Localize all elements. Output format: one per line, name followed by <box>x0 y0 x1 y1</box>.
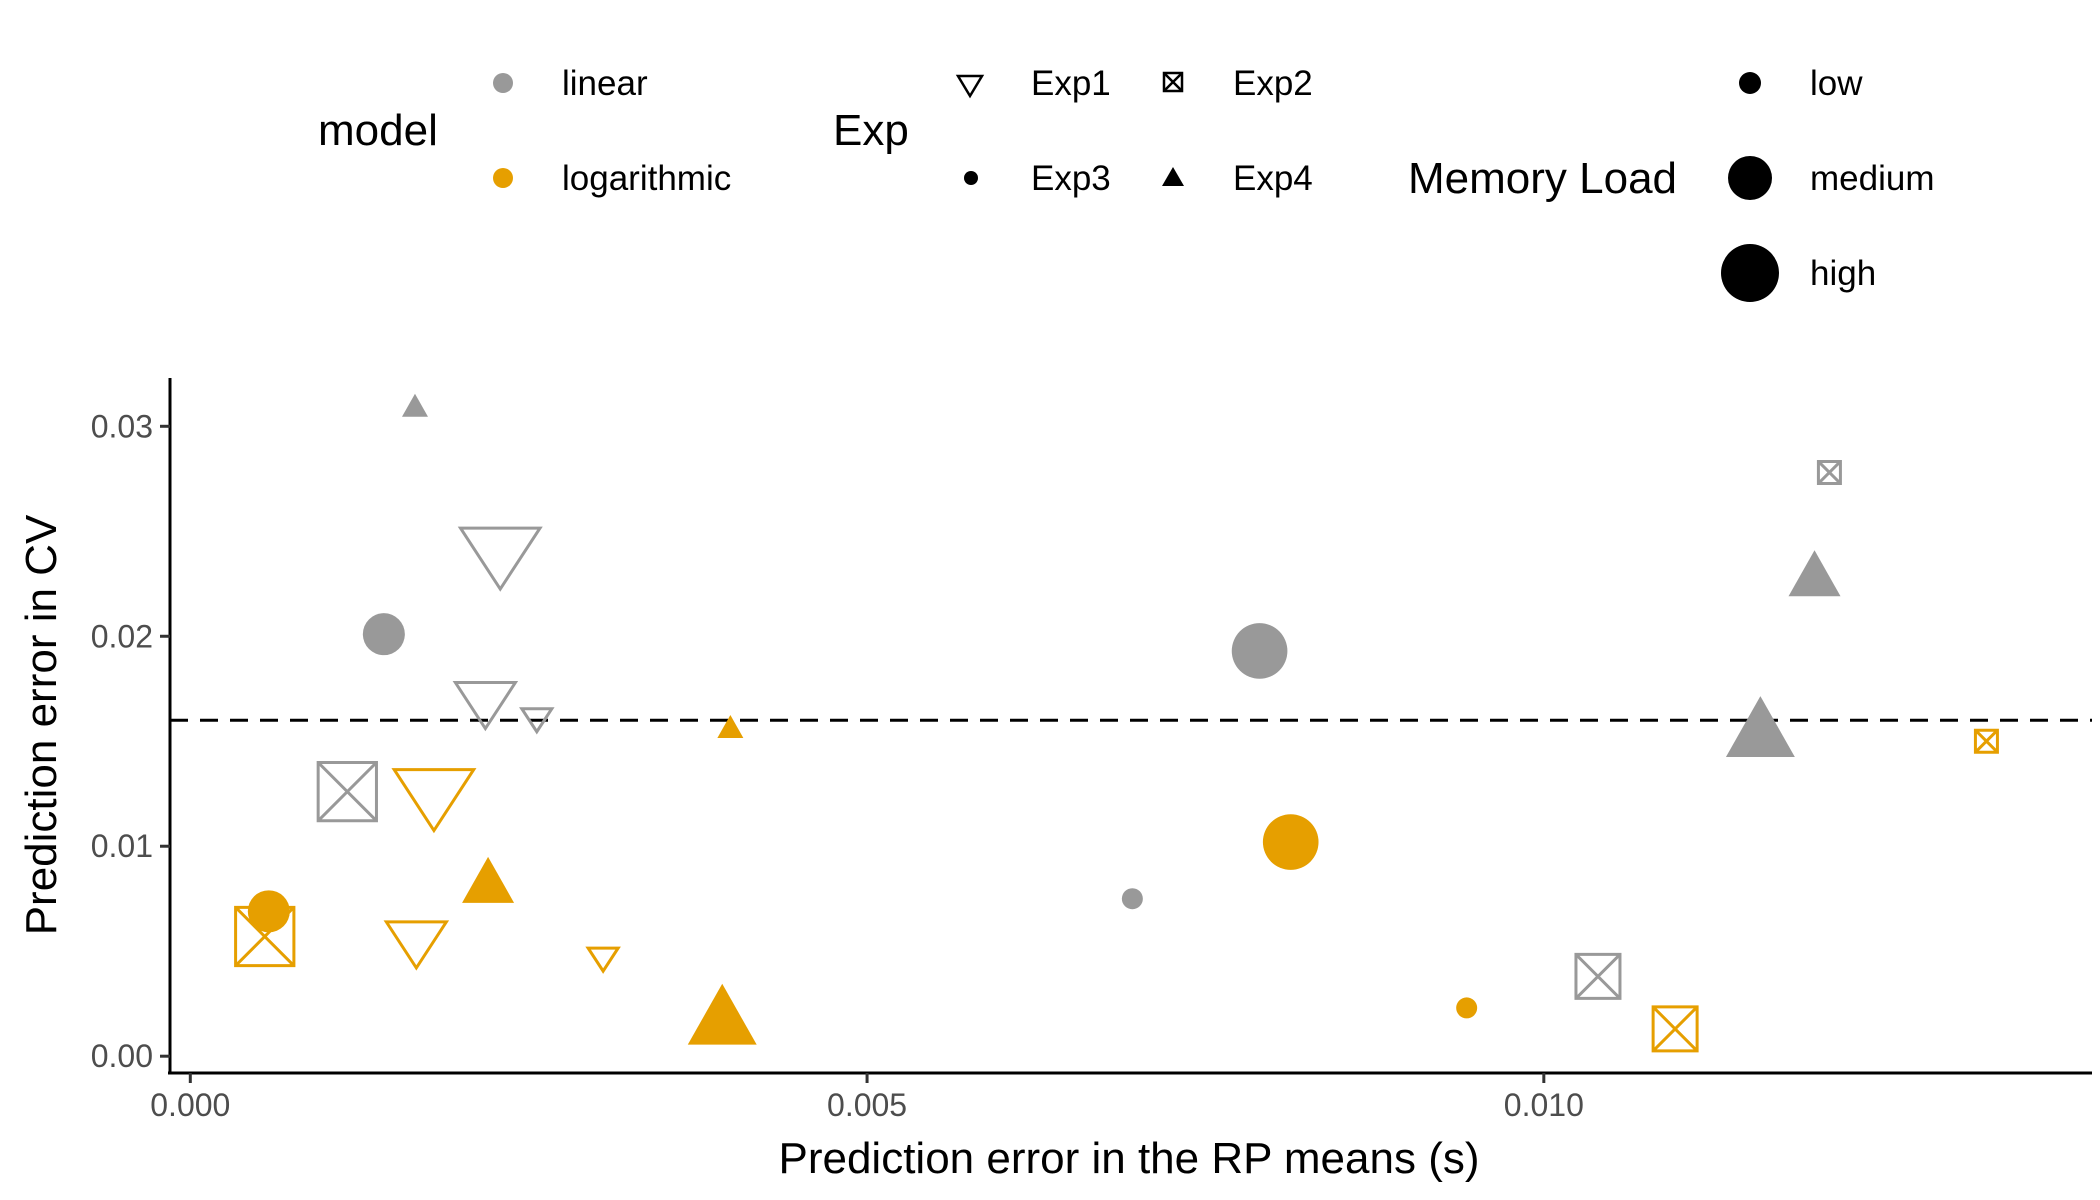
y-tick-label: 0.02 <box>91 618 153 654</box>
data-point-linear-exp2-high <box>316 760 378 823</box>
y-tick-label: 0.01 <box>91 828 153 864</box>
legend-model-title: model <box>318 106 438 155</box>
data-point-linear-exp1-high <box>457 526 543 592</box>
legend-exp4-label: Exp4 <box>1233 159 1313 198</box>
data-point-logarithmic-exp4-low <box>717 715 744 739</box>
y-axis-ticks: 0.00 0.01 0.02 0.03 <box>91 408 170 1074</box>
legend-exp: Exp Exp1 Exp2 Exp3 Exp4 <box>833 64 1313 198</box>
data-point-linear-exp2-medium <box>1574 952 1622 1000</box>
y-axis-title: Prediction error in CV <box>17 514 66 935</box>
legend-exp-title: Exp <box>833 106 909 155</box>
legend-low-label: low <box>1810 64 1863 103</box>
legend-model: model linear logarithmic <box>318 64 731 198</box>
y-tick-label: 0.00 <box>91 1038 153 1074</box>
legend-exp2-label: Exp2 <box>1233 64 1313 103</box>
legend-exp4-swatch <box>1162 167 1184 186</box>
x-axis-title: Prediction error in the RP means (s) <box>778 1134 1479 1183</box>
legend-low-swatch <box>1739 72 1761 94</box>
legend-exp2-swatch <box>1162 71 1184 93</box>
legend-memory-load-title: Memory Load <box>1408 154 1677 203</box>
legend-logarithmic-swatch <box>493 168 513 188</box>
legend-exp3-swatch <box>964 171 978 185</box>
data-point-logarithmic-exp2-medium <box>1651 1005 1699 1053</box>
plot-axes <box>168 378 2092 1075</box>
data-point-linear-exp4-high <box>1725 696 1795 758</box>
legend-high-swatch <box>1721 244 1779 302</box>
x-tick-label: 0.000 <box>150 1087 230 1123</box>
data-point-linear-exp1-low <box>519 707 555 735</box>
legend-logarithmic-label: logarithmic <box>562 159 731 198</box>
data-point-linear-exp3-low <box>1121 888 1143 910</box>
data-point-linear-exp4-medium <box>1788 550 1841 597</box>
data-point-logarithmic-exp3-medium <box>247 890 290 933</box>
legend-exp1-label: Exp1 <box>1031 64 1111 103</box>
data-point-logarithmic-exp1-high <box>391 768 477 834</box>
legend-high-label: high <box>1810 254 1876 293</box>
data-point-linear-exp1-medium <box>452 681 519 732</box>
legend-medium-swatch <box>1728 156 1772 200</box>
x-tick-label: 0.010 <box>1504 1087 1584 1123</box>
legend-linear-label: linear <box>562 64 648 103</box>
data-point-logarithmic-exp1-medium <box>383 920 450 971</box>
legend-memory-load: Memory Load low medium high <box>1408 64 1934 302</box>
data-points <box>234 393 1999 1053</box>
data-point-linear-exp4-low <box>401 393 428 417</box>
data-point-logarithmic-exp3-low <box>1456 997 1478 1019</box>
legend-linear-swatch <box>493 73 513 93</box>
data-point-linear-exp3-medium <box>362 613 405 656</box>
data-point-logarithmic-exp2-low <box>1973 728 1999 754</box>
data-point-logarithmic-exp4-medium <box>462 856 515 903</box>
data-point-linear-exp3-high <box>1231 623 1288 679</box>
data-point-logarithmic-exp4-high <box>687 983 757 1045</box>
legend-exp1-swatch <box>955 74 985 99</box>
x-tick-label: 0.005 <box>827 1087 907 1123</box>
legend-medium-label: medium <box>1810 159 1934 198</box>
data-point-logarithmic-exp3-high <box>1262 814 1319 870</box>
x-axis-ticks: 0.000 0.005 0.010 <box>150 1073 1584 1123</box>
y-tick-label: 0.03 <box>91 408 153 444</box>
legend-exp3-label: Exp3 <box>1031 159 1111 198</box>
data-point-linear-exp2-low <box>1816 459 1842 485</box>
data-point-logarithmic-exp1-low <box>585 946 621 974</box>
